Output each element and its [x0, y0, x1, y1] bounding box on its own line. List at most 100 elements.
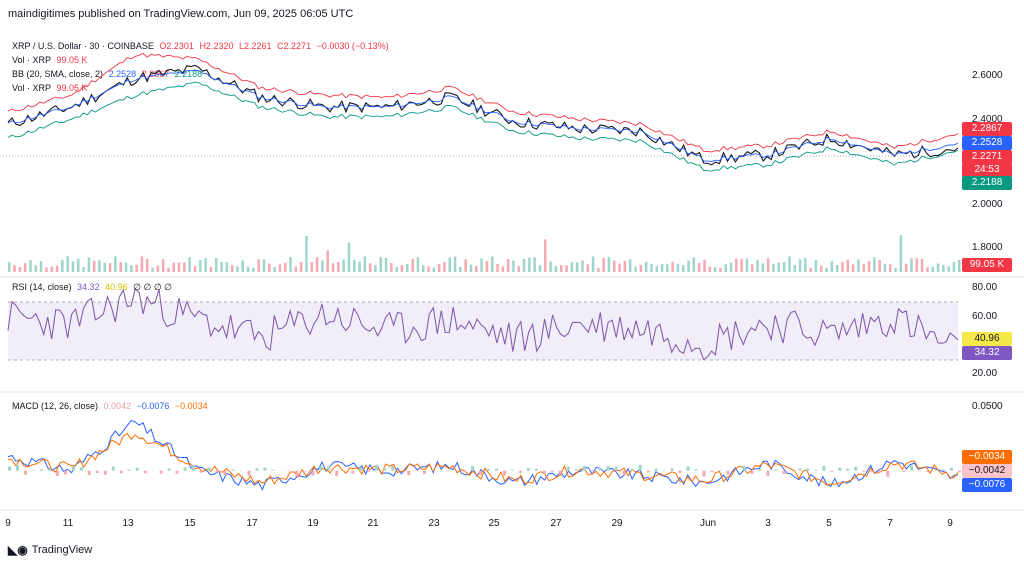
volume-bar: [103, 262, 106, 272]
volume-bar: [188, 257, 191, 272]
volume-bar: [607, 257, 611, 272]
macd-histogram-bar: [423, 470, 427, 474]
volume-bar: [628, 259, 632, 272]
volume-label[interactable]: Vol · XRP: [12, 55, 52, 65]
macd-histogram-bar: [718, 470, 722, 471]
macd-histogram-bar: [191, 465, 195, 471]
volume-bar: [491, 256, 494, 272]
price-series-line-BB Lower: [7, 81, 959, 172]
date-tick-label: 13: [122, 518, 134, 529]
volume-bar: [204, 258, 207, 272]
macd-histogram-bar: [846, 468, 850, 471]
volume-bar: [13, 265, 16, 272]
macd-histogram-bar: [431, 469, 435, 471]
volume-bar: [342, 259, 345, 272]
macd-histogram-bar: [630, 468, 634, 471]
volume-bar: [910, 258, 913, 272]
volume2-label[interactable]: Vol · XRP: [12, 83, 52, 93]
volume-bar: [549, 261, 552, 272]
volume-bar: [835, 265, 839, 272]
macd-histogram-bar: [878, 470, 882, 473]
volume-bar: [193, 266, 197, 272]
macd-histogram-bar: [455, 470, 459, 472]
volume-bar: [586, 264, 589, 272]
price-series-line-Close: [7, 64, 959, 166]
volume-bar: [66, 256, 69, 272]
macd-histogram-bar: [750, 470, 754, 474]
rsi-ma-tag: 40.96: [962, 332, 1012, 346]
volume-bar: [947, 266, 950, 272]
date-tick-label: 11: [62, 518, 74, 529]
macd-histogram-bar: [926, 470, 930, 472]
macd-histogram-bar: [886, 470, 890, 477]
volume-bar: [820, 265, 823, 272]
volume-bar: [830, 261, 834, 272]
macd-histogram-bar: [463, 470, 466, 472]
rsi-axis-label: 60.00: [972, 311, 998, 322]
volume-bar: [825, 267, 828, 272]
volume-bar: [889, 264, 892, 272]
macd-histogram-bar: [199, 470, 203, 473]
volume-bar: [846, 259, 849, 272]
volume-bar: [666, 264, 669, 272]
bb-lower-value: 2.2188: [174, 69, 203, 79]
volume-bar: [655, 266, 658, 272]
volume-bar: [18, 267, 22, 272]
date-tick-label: 5: [826, 518, 832, 529]
rsi-label[interactable]: RSI (14, close): [12, 282, 72, 292]
macd-histogram-bar: [87, 470, 91, 476]
volume-bar: [45, 267, 48, 272]
volume-bar: [358, 261, 361, 272]
macd-histogram-bar: [207, 467, 211, 471]
volume-bar: [814, 260, 818, 272]
symbol-legend: XRP / U.S. Dollar · 30 · COINBASE O2.230…: [12, 41, 392, 51]
macd-histogram-bar: [710, 470, 714, 473]
volume-bar: [676, 263, 680, 272]
macd-histogram-bar: [854, 466, 858, 471]
macd-histogram-bar: [942, 469, 945, 471]
brand-label: TradingView: [31, 544, 93, 556]
price-axis-label: 2.4000: [972, 114, 1003, 125]
volume-bar: [71, 261, 75, 272]
volume-bar: [761, 263, 765, 272]
volume-bar: [623, 260, 627, 272]
macd-label[interactable]: MACD (12, 26, close): [12, 401, 99, 411]
volume2-value: 99.05 K: [56, 83, 88, 93]
macd-histogram-bar: [247, 470, 251, 476]
macd-histogram-bar: [95, 470, 99, 473]
macd-histogram-bar: [934, 469, 938, 471]
rsi-ma-value: 40.96: [105, 282, 128, 292]
volume-bar: [459, 267, 462, 272]
macd-histogram-bar: [223, 470, 227, 475]
tradingview-logo[interactable]: ◣◉ TradingView: [8, 543, 92, 557]
volume-bar: [437, 263, 441, 272]
macd-histogram-bar: [566, 466, 570, 471]
volume-bar: [469, 264, 473, 272]
volume-bar: [262, 259, 266, 272]
volume-bar: [570, 262, 574, 272]
symbol-label[interactable]: XRP / U.S. Dollar · 30 · COINBASE: [12, 41, 154, 51]
volume-bar: [565, 265, 568, 272]
volume-bar: [8, 262, 11, 272]
macd-histogram-bar: [702, 470, 706, 477]
volume-bar: [703, 259, 706, 272]
volume-bar: [644, 261, 648, 272]
volume-bar: [618, 263, 621, 272]
volume-bar: [130, 265, 133, 272]
volume-bar: [246, 266, 250, 272]
volume-bar: [560, 265, 563, 272]
bb-label[interactable]: BB (20, SMA, close, 2): [12, 69, 104, 79]
macd-histogram-bar: [574, 469, 578, 471]
volume-bar: [23, 263, 27, 272]
volume-bar: [782, 261, 786, 272]
volume-bar: [581, 260, 584, 272]
volume-bar: [899, 235, 903, 272]
high-value: H2.2320: [199, 41, 234, 51]
volume-bar: [544, 239, 547, 272]
volume-bar: [55, 265, 59, 272]
macd-histogram-bar: [726, 470, 730, 475]
macd-histogram-bar: [686, 466, 690, 471]
countdown-tag: 24:53: [962, 163, 1012, 177]
macd-histogram-bar: [327, 466, 331, 471]
